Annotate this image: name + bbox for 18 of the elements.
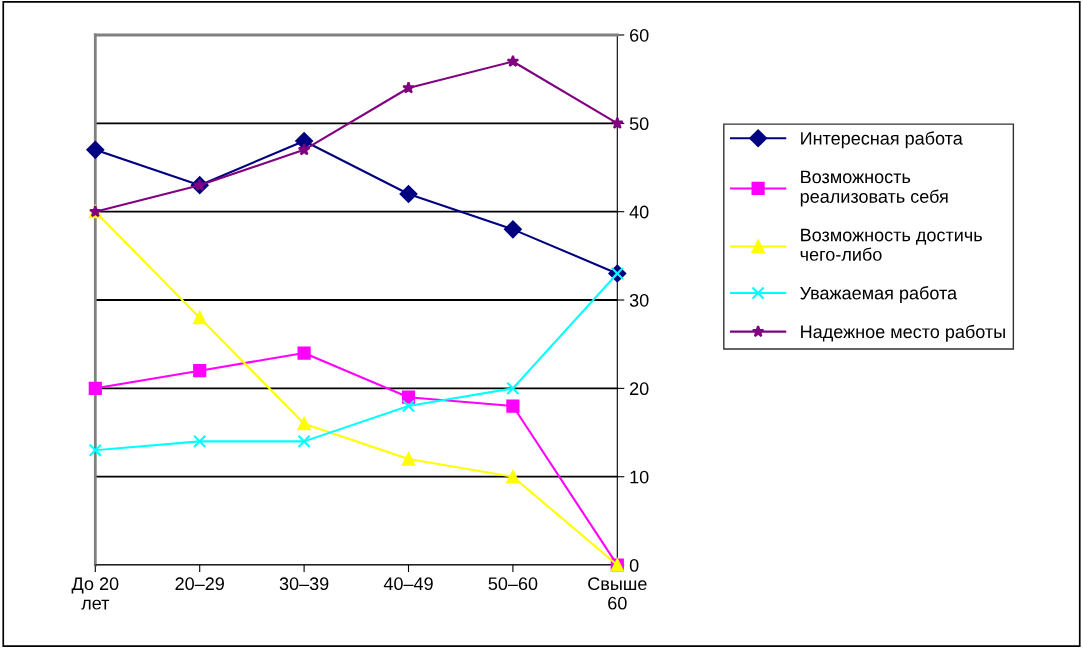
- x-tick-label: 50–60: [488, 577, 538, 591]
- x-tick-label: Свыше 60: [588, 577, 647, 610]
- legend-label: Возможность реализовать себя: [800, 170, 948, 207]
- x-tick-label: 30–39: [279, 577, 329, 591]
- x-tick-label: 20–29: [175, 577, 224, 591]
- legend-label: Интересная работа: [801, 131, 963, 149]
- y-tick-label: 50: [629, 117, 649, 131]
- y-tick-label: 40: [629, 205, 649, 219]
- y-tick-label: 10: [630, 470, 649, 484]
- y-tick-label: 30: [629, 293, 649, 307]
- y-tick-label: 60: [630, 28, 649, 42]
- x-tick-label: 40–49: [383, 577, 433, 591]
- y-tick-label: 20: [630, 382, 649, 396]
- y-tick-label: 0: [629, 558, 639, 572]
- x-tick-label: До 20 лет: [71, 577, 119, 610]
- legend-label: Уважаемая работа: [800, 286, 958, 304]
- legend-label: Надежное место работы: [801, 324, 1005, 342]
- legend-label: Возможность достичь чего-либо: [800, 228, 982, 261]
